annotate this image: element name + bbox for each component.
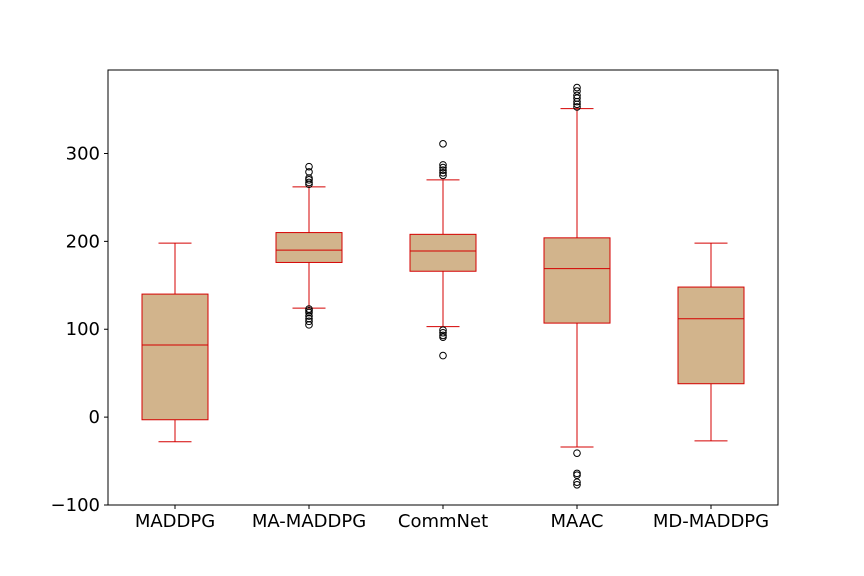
outlier-point xyxy=(573,83,581,92)
y-tick-label: −100 xyxy=(51,495,100,516)
outlier-point xyxy=(305,162,313,171)
x-tick-label: MAAC xyxy=(551,511,604,532)
y-tick-label: 300 xyxy=(66,143,100,164)
outlier-point xyxy=(439,328,447,337)
box-group xyxy=(543,83,611,489)
y-tick-label: 200 xyxy=(66,231,100,252)
x-tick-label: MA-MADDPG xyxy=(252,511,366,532)
outlier-point xyxy=(573,91,581,100)
outlier-point xyxy=(573,103,581,111)
box-group xyxy=(677,242,745,442)
outlier-point xyxy=(305,168,313,176)
box-iqr xyxy=(409,233,477,272)
outlier-point xyxy=(439,166,447,174)
outlier-point xyxy=(439,161,447,169)
outlier-point xyxy=(573,469,581,478)
outlier-point xyxy=(439,140,447,148)
boxes-layer xyxy=(141,83,745,489)
box-group xyxy=(409,140,477,360)
outlier-point xyxy=(439,163,447,172)
x-tick-label: CommNet xyxy=(398,511,488,532)
outlier-point xyxy=(439,326,447,334)
box-iqr xyxy=(275,232,343,263)
outlier-point xyxy=(305,317,313,326)
box-group xyxy=(275,162,343,329)
y-tick-label: 0 xyxy=(89,407,100,428)
outlier-point xyxy=(439,351,447,360)
box-iqr xyxy=(677,286,745,385)
outlier-point xyxy=(573,449,581,457)
box-group xyxy=(141,242,209,443)
outlier-point xyxy=(573,87,581,95)
box-iqr xyxy=(141,293,209,421)
outlier-point xyxy=(439,331,447,340)
x-tick-label: MD-MADDPG xyxy=(653,511,769,532)
outlier-point xyxy=(573,480,581,489)
x-tick-label: MADDPG xyxy=(135,511,215,532)
outlier-point xyxy=(439,171,447,180)
outlier-point xyxy=(305,305,313,313)
outlier-point xyxy=(305,178,313,187)
axes-layer: −100 0 100 200 300 MADDPG MA-MADDPG CommNet MAAC… xyxy=(51,69,779,532)
outlier-point xyxy=(439,169,447,177)
box-iqr xyxy=(543,237,611,324)
y-tick-label: 100 xyxy=(66,319,100,340)
